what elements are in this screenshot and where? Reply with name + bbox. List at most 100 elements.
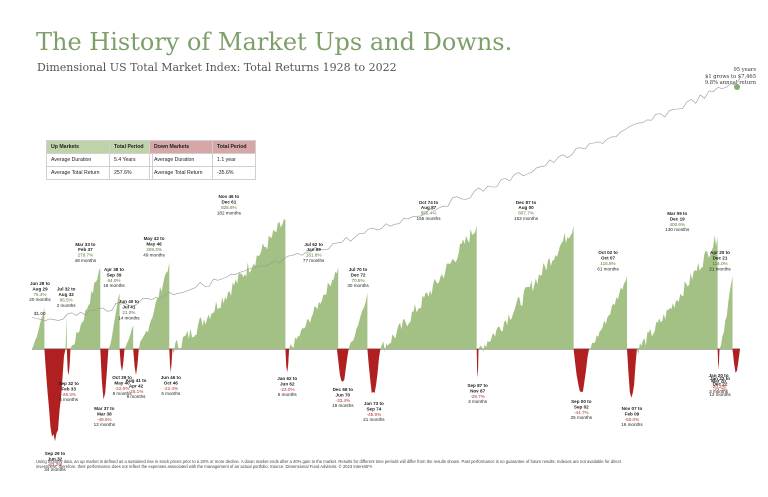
cycle-dates-label: Jun 32 — [48, 456, 63, 461]
cycle-duration-label: 3 months — [468, 399, 488, 404]
cycle-dates-label: Sep 87 to — [467, 383, 488, 388]
cycle-dates-label: Sep 32 to — [58, 381, 79, 386]
down-market-area — [119, 349, 125, 372]
cycle-dates-label: Nov 46 to — [219, 194, 240, 199]
down-market-area — [336, 349, 349, 382]
cycle-return-label: -49.5% — [97, 417, 112, 422]
cycle-return-label: -20.2% — [711, 384, 726, 389]
down-market-area — [169, 349, 173, 373]
cycle-dates-label: Sep 00 to — [571, 399, 592, 404]
down-market-area — [367, 349, 381, 393]
cycle-return-label: 86.5% — [60, 297, 73, 302]
cycle-duration-label: 12 months — [709, 392, 731, 397]
cycle-duration-label: 13 months — [94, 422, 116, 427]
cycle-return-label: -29.7% — [470, 394, 485, 399]
cycle-return-label: 209.3% — [146, 247, 162, 252]
cycle-return-label: -22.0% — [115, 386, 130, 391]
cycle-dates-label: Aug 00 — [518, 205, 534, 210]
cycle-dates-label: Aug 41 to — [126, 378, 147, 383]
cycle-duration-label: 14 months — [118, 315, 140, 320]
cycle-duration-label: 182 months — [217, 210, 242, 215]
table-header-cell: Up Markets — [46, 140, 110, 154]
cycle-duration-label: 8 months — [113, 391, 133, 396]
cycle-duration-label: 130 months — [665, 227, 690, 232]
cycle-dates-label: Jan 62 to — [277, 376, 297, 381]
down-market-area — [133, 349, 139, 375]
table-row: Average Duration 1.1 year — [149, 153, 256, 167]
cycle-return-label: -28.3% — [61, 392, 76, 397]
up-market-area — [108, 293, 120, 349]
cycle-duration-label: 6 months — [59, 397, 79, 402]
up-market-area — [172, 219, 286, 354]
start-value-label: $1.00 — [34, 311, 46, 316]
cycle-return-label: 70.5% — [352, 278, 365, 283]
cycle-duration-label: 2 months — [57, 303, 77, 308]
cycle-duration-label: 153 months — [514, 216, 539, 221]
cycle-dates-label: Sep 74 — [366, 406, 381, 411]
cycle-dates-label: Sep 02 — [574, 404, 589, 409]
cycle-dates-label: Nov 07 to — [622, 406, 643, 411]
cycle-duration-label: 18 months — [103, 283, 125, 288]
cycle-dates-label: Jul 62 to — [304, 242, 323, 247]
cycle-dates-label: Jan 69 — [306, 247, 321, 252]
cycle-duration-label: 61 months — [597, 266, 619, 271]
cycle-dates-label: Jun 70 — [336, 392, 351, 397]
cycle-dates-label: Oct 39 to — [112, 375, 132, 380]
cycle-dates-label: Dec 22 — [713, 381, 728, 386]
cycle-return-label: 181.8% — [306, 253, 322, 258]
cycle-dates-label: Sep 39 — [107, 272, 122, 277]
cycle-return-label: 807.7% — [518, 211, 534, 216]
table-row: Average Total Return -35.6% — [149, 166, 256, 180]
growth-value: $1 grows to $7,465 — [705, 73, 756, 80]
cycle-return-label: 21.0% — [122, 310, 135, 315]
cycle-duration-label: 9 months — [127, 394, 147, 399]
cycle-return-label: 400.6% — [669, 222, 685, 227]
chart-title: The History of Market Ups and Downs. — [36, 28, 513, 56]
cycle-duration-label: 21 months — [363, 417, 385, 422]
up-markets-table: Up Markets Total Period Average Duration… — [46, 140, 153, 180]
cycle-return-label: 114.0% — [712, 261, 727, 266]
up-market-area — [719, 276, 733, 349]
down-market-area — [732, 349, 740, 373]
chart-subtitle: Dimensional US Total Market Index: Total… — [37, 61, 397, 74]
cycle-duration-label: 77 months — [303, 258, 325, 263]
cycle-return-label: 279.7% — [78, 253, 94, 258]
cycle-dates-label: Jul 32 to — [57, 287, 76, 292]
cycle-duration-label: 49 months — [143, 252, 165, 257]
table-header-row: Down Markets Total Period — [149, 140, 256, 154]
cycle-duration-label: 19 months — [332, 403, 354, 408]
cycle-dates-label: May 40 — [114, 380, 130, 385]
cycle-return-label: -22.4% — [164, 386, 179, 391]
cycle-duration-label: 155 months — [417, 216, 442, 221]
cycle-dates-label: Dec 72 — [351, 272, 366, 277]
cycle-return-label: -45.9% — [367, 412, 382, 417]
cycle-dates-label: Oct 74 to — [419, 200, 439, 205]
cycle-duration-label: 21 months — [709, 266, 731, 271]
cycle-duration-label: 20 months — [29, 297, 51, 302]
cycle-return-label: 64.0% — [107, 278, 120, 283]
cycle-duration-label: 16 months — [621, 422, 643, 427]
cycle-duration-label: 34 months — [44, 467, 66, 472]
up-market-area — [70, 267, 101, 349]
table-row: Average Total Return 257.6% — [46, 166, 153, 180]
cycle-dates-label: Feb 33 — [61, 386, 76, 391]
growth-return: 9.8% annual return — [704, 80, 756, 87]
cycle-return-label: -25.1% — [129, 389, 144, 394]
up-market-area — [380, 225, 477, 353]
footnote: Using monthly data, an up market is defi… — [36, 459, 621, 470]
cycle-dates-label: Dec 19 — [670, 216, 685, 221]
up-market-area — [32, 307, 45, 349]
cycle-return-label: -22.7% — [713, 387, 728, 392]
cycle-dates-label: Jan 22 to — [710, 376, 730, 381]
cycle-duration-label: 30 months — [347, 283, 369, 288]
table-header-row: Up Markets Total Period — [46, 140, 153, 154]
cycle-duration-label: 3 months — [709, 389, 729, 394]
cycle-dates-label: Sep 29 to — [45, 451, 66, 456]
cycle-duration-label: 5 months — [161, 391, 181, 396]
up-market-area — [65, 312, 67, 349]
cycle-dates-label: Oct 07 — [601, 256, 615, 261]
cycle-return-label: 855.4% — [421, 211, 437, 216]
down-market-area — [476, 349, 479, 378]
cycle-dates-label: Mar 09 to — [667, 211, 687, 216]
up-market-area — [478, 225, 574, 352]
